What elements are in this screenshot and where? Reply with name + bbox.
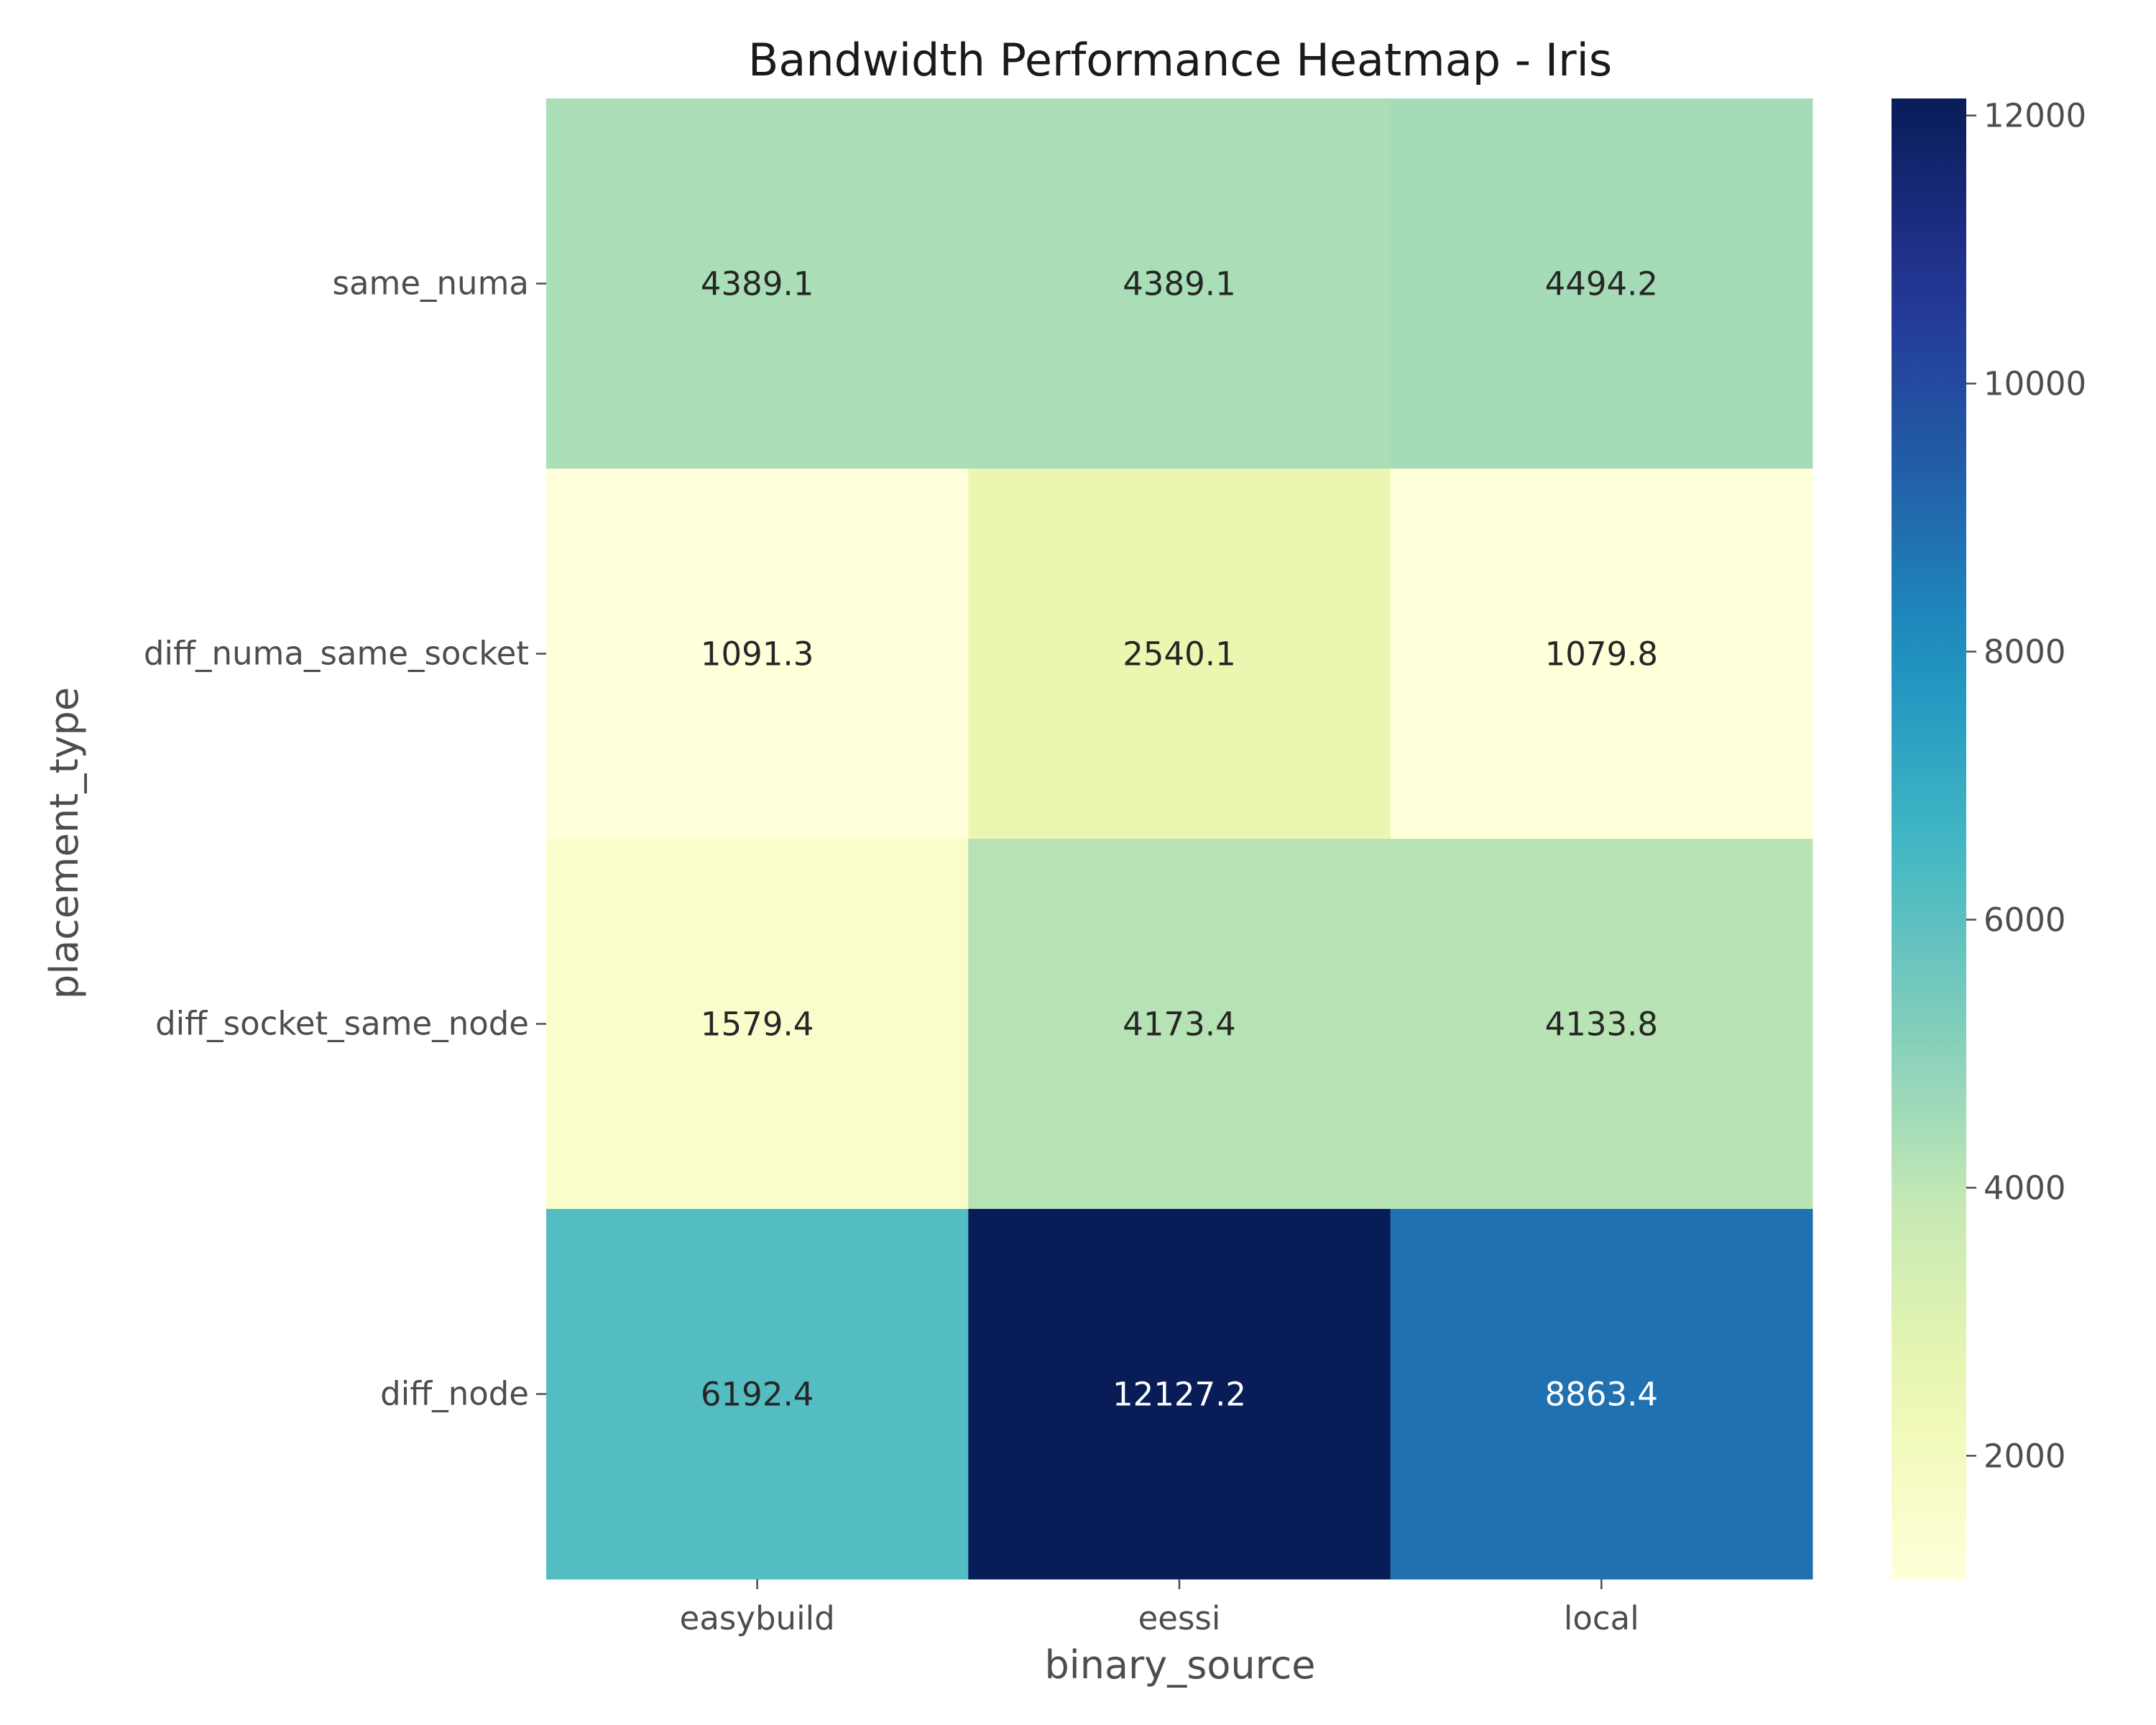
colorbar (1892, 98, 1966, 1579)
heatmap-cells: 4389.1 4389.1 4494.2 1091.3 2540.1 1079.8 1579… (546, 98, 1813, 1580)
y-tick-label: diff_socket_same_node (155, 1005, 529, 1043)
heatmap-cell (546, 1209, 969, 1580)
colorbar-tick-label: 10000 (1984, 365, 2086, 403)
cell-value-label: 2540.1 (1123, 635, 1235, 673)
x-axis-label: binary_source (1044, 1642, 1315, 1688)
cell-value-label: 4173.4 (1123, 1006, 1235, 1044)
heatmap-cell (1390, 469, 1813, 840)
colorbar-tick-label: 12000 (1984, 97, 2086, 135)
y-tick-label: diff_numa_same_socket (144, 635, 529, 673)
heatmap-cell (546, 839, 969, 1210)
heatmap-cell (968, 98, 1391, 469)
cell-value-label: 4133.8 (1545, 1006, 1658, 1044)
cell-value-label: 1579.4 (701, 1006, 814, 1044)
cell-value-label: 8863.4 (1545, 1376, 1658, 1414)
heatmap-cell (1390, 98, 1813, 469)
y-tick-label: diff_node (380, 1375, 529, 1413)
heatmap-cell (546, 98, 969, 469)
colorbar-tick-label: 8000 (1984, 633, 2066, 671)
colorbar-tick-label: 2000 (1984, 1437, 2066, 1475)
y-tick-labels: same_numa diff_numa_same_socket diff_socke… (144, 264, 546, 1413)
cell-value-label: 6192.4 (701, 1376, 814, 1414)
cell-value-label: 4389.1 (1123, 265, 1235, 303)
y-axis-label: placement_type (42, 687, 87, 999)
cell-value-label: 1079.8 (1545, 635, 1658, 673)
heatmap-cell (1390, 839, 1813, 1210)
heatmap-cell (1390, 1209, 1813, 1580)
chart-title: Bandwidth Performance Heatmap - Iris (748, 34, 1612, 86)
cell-value-label: 4389.1 (701, 265, 814, 303)
cell-value-label: 12127.2 (1112, 1376, 1246, 1414)
heatmap-cell (968, 1209, 1391, 1580)
x-tick-label: easybuild (680, 1599, 835, 1637)
x-tick-label: eessi (1138, 1599, 1221, 1637)
x-tick-labels: easybuild eessi local (680, 1579, 1639, 1637)
y-tick-label: same_numa (333, 264, 530, 303)
x-tick-label: local (1564, 1599, 1639, 1637)
heatmap-cell (968, 469, 1391, 840)
cell-value-label: 4494.2 (1545, 265, 1658, 303)
colorbar-tick-label: 6000 (1984, 901, 2066, 939)
heatmap-cell (546, 469, 969, 840)
colorbar-tick-label: 4000 (1984, 1169, 2066, 1207)
cell-value-label: 1091.3 (701, 635, 814, 673)
heatmap-cell (968, 839, 1391, 1210)
colorbar-ticks: 2000 4000 6000 8000 10000 12000 (1966, 97, 2086, 1475)
